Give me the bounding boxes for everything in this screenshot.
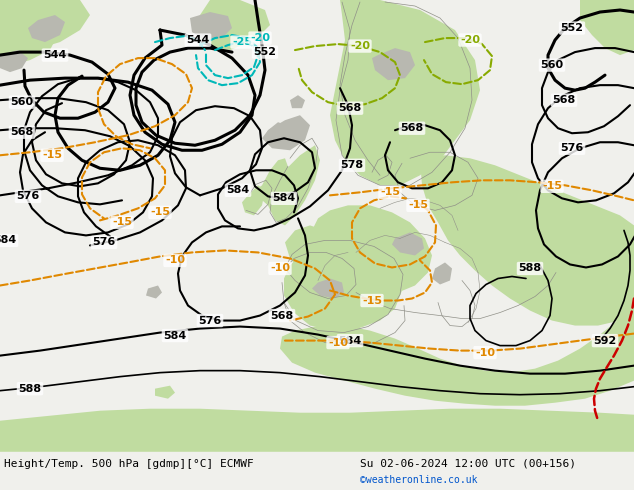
Text: 568: 568 <box>270 311 294 320</box>
Polygon shape <box>580 0 634 55</box>
Text: -20: -20 <box>250 33 270 43</box>
Polygon shape <box>268 145 320 225</box>
Polygon shape <box>265 122 290 142</box>
Text: -15: -15 <box>42 150 62 160</box>
Text: 568: 568 <box>552 95 576 105</box>
Text: Height/Temp. 500 hPa [gdmp][°C] ECMWF: Height/Temp. 500 hPa [gdmp][°C] ECMWF <box>4 459 254 469</box>
Polygon shape <box>258 158 290 205</box>
Text: -20: -20 <box>350 41 370 51</box>
Polygon shape <box>392 232 424 255</box>
Polygon shape <box>420 155 634 325</box>
Text: ©weatheronline.co.uk: ©weatheronline.co.uk <box>360 475 477 485</box>
Text: 576: 576 <box>16 191 39 201</box>
Text: 552: 552 <box>560 23 583 33</box>
Text: 560: 560 <box>540 60 564 70</box>
Text: -10: -10 <box>270 264 290 273</box>
Polygon shape <box>146 286 162 298</box>
Text: 576: 576 <box>198 316 222 325</box>
Text: 552: 552 <box>254 47 276 57</box>
Polygon shape <box>242 185 265 216</box>
Text: 592: 592 <box>593 336 617 345</box>
Text: 576: 576 <box>560 143 584 153</box>
Text: -10: -10 <box>165 255 185 266</box>
Text: 568: 568 <box>401 123 424 133</box>
Text: -20: -20 <box>460 35 480 45</box>
Text: -15: -15 <box>150 207 170 218</box>
Polygon shape <box>190 12 232 40</box>
Polygon shape <box>312 205 432 295</box>
Polygon shape <box>372 48 415 80</box>
Text: -25: -25 <box>232 37 252 47</box>
Text: -10: -10 <box>328 338 348 347</box>
Text: -15: -15 <box>542 181 562 191</box>
Text: 544: 544 <box>43 50 67 60</box>
Text: -15: -15 <box>362 295 382 306</box>
Text: 588: 588 <box>18 384 42 393</box>
Text: 588: 588 <box>519 264 541 273</box>
Text: 584: 584 <box>164 331 186 341</box>
Polygon shape <box>284 245 402 331</box>
Text: 584: 584 <box>0 235 16 245</box>
Polygon shape <box>262 115 310 150</box>
Polygon shape <box>285 225 350 280</box>
Text: 560: 560 <box>10 97 34 107</box>
Polygon shape <box>290 95 305 108</box>
Polygon shape <box>432 263 452 285</box>
Polygon shape <box>0 0 60 65</box>
Polygon shape <box>0 0 90 50</box>
Polygon shape <box>330 0 480 185</box>
Polygon shape <box>0 50 28 72</box>
Polygon shape <box>280 306 634 406</box>
Polygon shape <box>312 278 344 298</box>
Polygon shape <box>195 0 270 50</box>
Text: 584: 584 <box>226 185 250 196</box>
Polygon shape <box>0 409 634 452</box>
Text: 544: 544 <box>186 35 210 45</box>
Text: 584: 584 <box>273 194 295 203</box>
Text: -15: -15 <box>380 187 400 197</box>
Text: 568: 568 <box>10 127 34 137</box>
Polygon shape <box>155 386 175 399</box>
Text: -15: -15 <box>408 200 428 210</box>
Text: -10: -10 <box>475 347 495 358</box>
Text: 568: 568 <box>339 103 361 113</box>
Text: 576: 576 <box>93 238 115 247</box>
Text: 578: 578 <box>340 160 363 171</box>
Polygon shape <box>28 15 65 42</box>
Text: 584: 584 <box>339 336 361 345</box>
Text: Su 02-06-2024 12:00 UTC (00+156): Su 02-06-2024 12:00 UTC (00+156) <box>360 459 576 469</box>
Text: -15: -15 <box>112 218 132 227</box>
